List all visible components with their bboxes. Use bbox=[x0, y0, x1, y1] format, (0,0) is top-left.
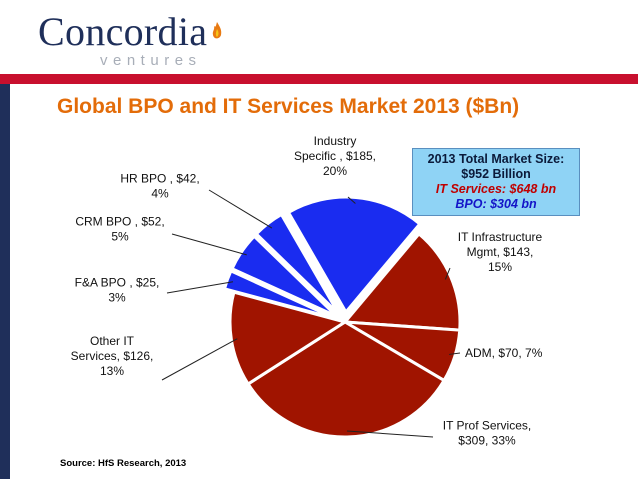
slice-label: Industry Specific , $185, 20% bbox=[294, 134, 376, 178]
slice-label: F&A BPO , $25, 3% bbox=[75, 276, 160, 305]
slice-label: HR BPO , $42, 4% bbox=[120, 172, 199, 201]
leader-line bbox=[171, 233, 247, 256]
logo-wordmark: Concordia bbox=[38, 9, 208, 54]
concordia-logo: Concordia ventures bbox=[38, 9, 222, 69]
pie-slice-it-infrastructure-mgmt bbox=[341, 231, 462, 332]
flame-icon bbox=[212, 22, 222, 39]
logo-subtitle: ventures bbox=[100, 52, 202, 69]
market-size-callout: 2013 Total Market Size: $952 Billion IT … bbox=[412, 148, 580, 216]
pie-slice-crm-bpo bbox=[230, 234, 338, 318]
callout-total: $952 Billion bbox=[461, 167, 531, 181]
slide-title: Global BPO and IT Services Market 2013 (… bbox=[57, 95, 520, 118]
source-note: Source: HfS Research, 2013 bbox=[60, 458, 187, 469]
slice-label: IT Prof Services, $309, 33% bbox=[443, 419, 531, 448]
callout-bpo: BPO: $304 bn bbox=[455, 197, 537, 211]
slice-label: Other IT Services, $126, 13% bbox=[71, 334, 154, 378]
header-divider-bar bbox=[0, 74, 638, 84]
leader-line bbox=[166, 281, 234, 294]
slice-label: ADM, $70, 7% bbox=[465, 346, 543, 360]
leader-line bbox=[161, 338, 238, 381]
pie-slice-f-a-bpo bbox=[222, 268, 337, 321]
leader-line bbox=[448, 352, 461, 355]
side-accent-bar bbox=[0, 84, 10, 479]
pie-slice-other-it-services bbox=[228, 290, 349, 387]
callout-it-services: IT Services: $648 bn bbox=[435, 182, 557, 196]
pie-slice-it-prof-services bbox=[246, 320, 447, 439]
pie-slice-industry-specific bbox=[286, 195, 422, 315]
pie-slice-hr-bpo bbox=[254, 212, 341, 316]
slice-label: CRM BPO , $52, 5% bbox=[75, 215, 164, 244]
callout-heading: 2013 Total Market Size: bbox=[427, 152, 565, 166]
leader-line bbox=[208, 189, 273, 229]
slice-label: IT Infrastructure Mgmt, $143, 15% bbox=[458, 230, 543, 274]
leader-line bbox=[346, 430, 434, 438]
leader-line bbox=[347, 196, 356, 204]
leader-line bbox=[444, 267, 451, 280]
